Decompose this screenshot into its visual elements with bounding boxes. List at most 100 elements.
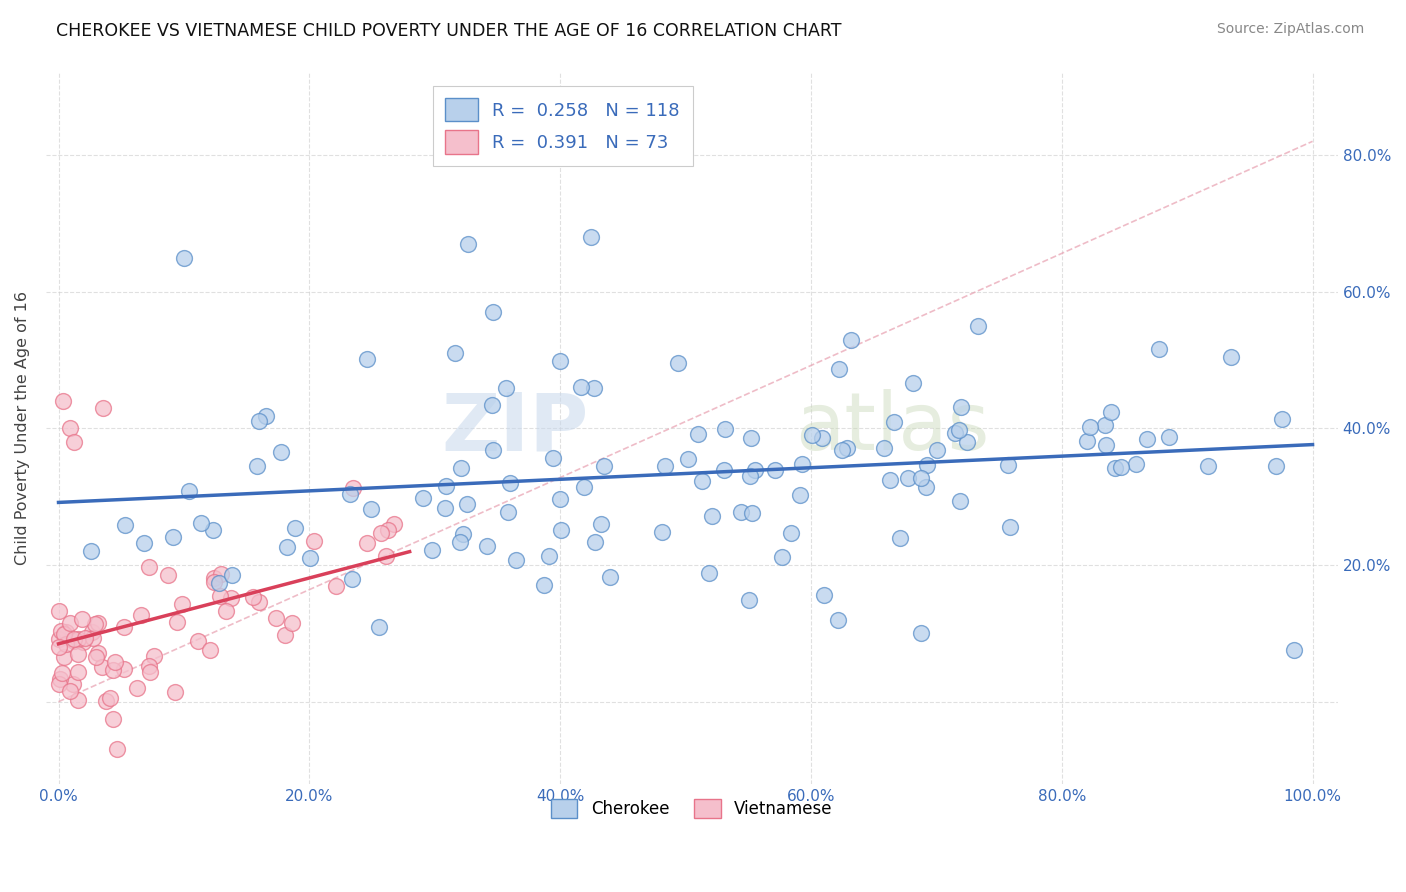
Point bbox=[67, 693, 90, 707]
Point bbox=[382, 516, 405, 531]
Point bbox=[499, 475, 522, 490]
Point bbox=[1104, 460, 1126, 475]
Point bbox=[450, 460, 472, 475]
Point bbox=[412, 491, 434, 506]
Point bbox=[63, 435, 86, 450]
Point bbox=[538, 549, 561, 563]
Point bbox=[370, 525, 392, 540]
Point bbox=[1157, 430, 1180, 444]
Y-axis label: Child Poverty Under the Age of 16: Child Poverty Under the Age of 16 bbox=[15, 292, 30, 566]
Point bbox=[548, 354, 571, 368]
Point bbox=[481, 398, 503, 412]
Point bbox=[53, 627, 76, 641]
Point bbox=[274, 628, 297, 642]
Point bbox=[139, 665, 162, 679]
Point bbox=[495, 381, 517, 395]
Point bbox=[654, 459, 676, 474]
Point bbox=[360, 502, 382, 516]
Point bbox=[198, 642, 221, 657]
Point bbox=[254, 409, 277, 423]
Point bbox=[579, 230, 602, 244]
Point bbox=[87, 647, 110, 661]
Point bbox=[763, 463, 786, 477]
Point bbox=[831, 442, 853, 457]
Point bbox=[569, 380, 592, 394]
Point bbox=[270, 445, 292, 459]
Point bbox=[583, 381, 606, 395]
Point bbox=[1095, 438, 1118, 452]
Point bbox=[713, 422, 735, 436]
Point bbox=[87, 615, 110, 630]
Point bbox=[956, 435, 979, 450]
Point bbox=[482, 443, 505, 458]
Point bbox=[589, 516, 612, 531]
Point bbox=[1265, 459, 1288, 474]
Point bbox=[80, 624, 103, 639]
Point bbox=[839, 333, 862, 347]
Point bbox=[505, 552, 527, 566]
Point bbox=[59, 683, 82, 698]
Point bbox=[457, 236, 479, 251]
Point bbox=[264, 611, 287, 625]
Point bbox=[138, 659, 160, 673]
Point bbox=[134, 536, 156, 550]
Point bbox=[340, 572, 363, 586]
Point bbox=[873, 442, 896, 456]
Point bbox=[482, 305, 505, 319]
Point bbox=[187, 633, 209, 648]
Point bbox=[456, 497, 478, 511]
Point bbox=[112, 620, 135, 634]
Point bbox=[339, 487, 361, 501]
Point bbox=[103, 655, 125, 669]
Point bbox=[98, 691, 121, 706]
Text: Source: ZipAtlas.com: Source: ZipAtlas.com bbox=[1216, 22, 1364, 37]
Point bbox=[593, 458, 616, 473]
Point bbox=[780, 525, 803, 540]
Text: ZIP: ZIP bbox=[441, 389, 589, 467]
Point bbox=[170, 597, 193, 611]
Point bbox=[219, 591, 242, 606]
Point bbox=[910, 625, 932, 640]
Point bbox=[129, 608, 152, 623]
Point bbox=[949, 494, 972, 508]
Point bbox=[284, 521, 307, 535]
Point bbox=[1125, 457, 1147, 471]
Point bbox=[84, 649, 107, 664]
Point bbox=[356, 536, 378, 550]
Point bbox=[48, 640, 70, 655]
Point bbox=[1078, 420, 1101, 434]
Point bbox=[66, 632, 89, 647]
Point bbox=[190, 516, 212, 530]
Point bbox=[741, 506, 763, 520]
Point bbox=[449, 535, 471, 549]
Point bbox=[688, 426, 710, 441]
Text: atlas: atlas bbox=[796, 389, 990, 467]
Point bbox=[356, 352, 378, 367]
Point bbox=[651, 524, 673, 539]
Point bbox=[420, 543, 443, 558]
Point bbox=[202, 571, 225, 585]
Point bbox=[828, 362, 851, 376]
Point bbox=[242, 591, 264, 605]
Point bbox=[599, 570, 621, 584]
Point bbox=[247, 595, 270, 609]
Point bbox=[1099, 405, 1122, 419]
Point bbox=[49, 624, 72, 639]
Point bbox=[377, 523, 399, 537]
Point bbox=[950, 401, 973, 415]
Point bbox=[80, 544, 103, 558]
Point bbox=[1220, 351, 1243, 365]
Point bbox=[927, 442, 949, 457]
Point bbox=[59, 421, 82, 435]
Point bbox=[48, 672, 70, 686]
Point bbox=[897, 471, 920, 485]
Point bbox=[280, 616, 302, 631]
Point bbox=[53, 650, 76, 665]
Point bbox=[276, 540, 298, 554]
Point bbox=[690, 474, 713, 488]
Point bbox=[67, 647, 90, 661]
Point bbox=[114, 517, 136, 532]
Point bbox=[789, 488, 811, 502]
Point bbox=[713, 463, 735, 477]
Point bbox=[889, 531, 911, 545]
